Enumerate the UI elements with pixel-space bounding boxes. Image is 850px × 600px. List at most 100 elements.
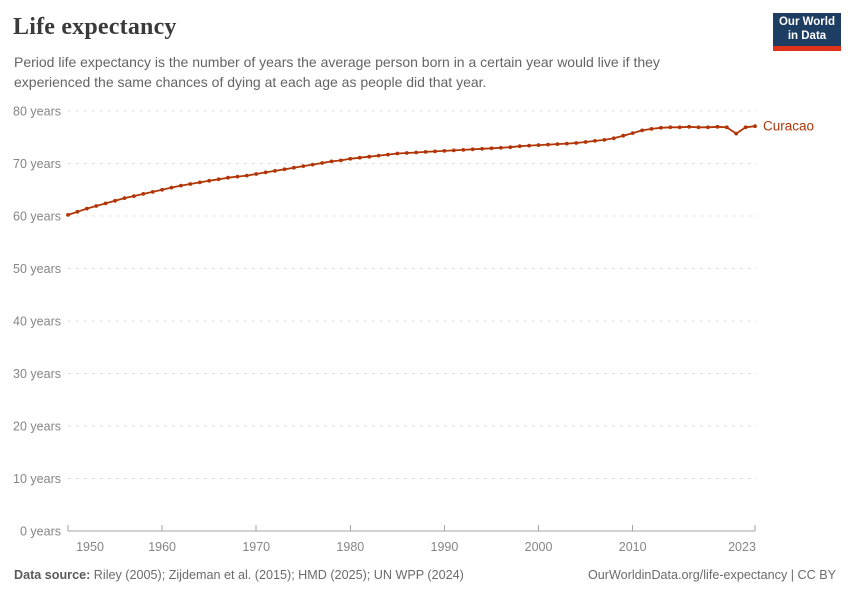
series-end-label: Curacao	[763, 119, 814, 134]
data-source-text: Riley (2005); Zijdeman et al. (2015); HM…	[90, 568, 464, 582]
data-point-1957[interactable]	[132, 194, 136, 199]
data-point-1992[interactable]	[461, 148, 466, 152]
data-point-1994[interactable]	[480, 146, 484, 151]
data-point-2022[interactable]	[743, 125, 748, 130]
data-point-1979[interactable]	[339, 158, 343, 163]
data-point-1970[interactable]	[254, 172, 259, 176]
data-point-1960[interactable]	[160, 187, 165, 192]
x-tick-label-2010: 2010	[619, 540, 647, 554]
owid-logo-line-1: Our World	[778, 16, 835, 28]
data-point-1996[interactable]	[499, 145, 503, 150]
data-point-2003[interactable]	[564, 141, 569, 146]
data-point-2002[interactable]	[555, 142, 560, 147]
page-title: Life expectancy	[13, 14, 177, 40]
data-point-2017[interactable]	[696, 125, 701, 130]
data-point-2000[interactable]	[536, 143, 541, 148]
data-point-1968[interactable]	[235, 174, 240, 179]
data-point-1971[interactable]	[263, 170, 268, 175]
data-point-2018[interactable]	[706, 125, 710, 130]
y-tick-label-20: 20 years	[13, 420, 61, 434]
data-point-1955[interactable]	[113, 198, 117, 203]
data-point-1997[interactable]	[508, 145, 513, 150]
data-point-1983[interactable]	[376, 153, 381, 158]
data-source-label: Data source:	[14, 568, 91, 582]
data-point-1982[interactable]	[367, 154, 372, 159]
data-point-2011[interactable]	[640, 128, 644, 133]
data-point-1951[interactable]	[75, 209, 80, 214]
y-tick-label-70: 70 years	[13, 157, 61, 171]
data-point-1995[interactable]	[489, 146, 494, 151]
data-point-2006[interactable]	[593, 139, 597, 143]
data-point-1958[interactable]	[141, 192, 146, 196]
data-point-2019[interactable]	[715, 124, 720, 129]
data-point-2008[interactable]	[611, 136, 616, 141]
data-point-2010[interactable]	[630, 131, 635, 136]
y-tick-label-60: 60 years	[13, 210, 61, 224]
data-point-1975[interactable]	[301, 164, 306, 169]
data-point-2021[interactable]	[734, 131, 739, 136]
data-point-1966[interactable]	[216, 177, 221, 182]
y-tick-label-30: 30 years	[13, 367, 61, 381]
y-tick-label-0: 0 years	[20, 525, 61, 539]
x-tick-label-1960: 1960	[148, 540, 176, 554]
data-point-2001[interactable]	[546, 142, 550, 147]
data-point-1952[interactable]	[84, 206, 89, 211]
data-source-note: Data source: Riley (2005); Zijdeman et a…	[14, 568, 464, 582]
data-point-1978[interactable]	[329, 159, 334, 164]
y-tick-label-40: 40 years	[13, 315, 61, 329]
subtitle-line-2: experienced the same chances of dying at…	[14, 73, 487, 90]
chart-subtitle: Period life expectancy is the number of …	[14, 53, 660, 93]
data-point-1964[interactable]	[197, 180, 202, 185]
data-point-1993[interactable]	[470, 147, 475, 152]
data-point-1985[interactable]	[395, 151, 400, 156]
data-point-1999[interactable]	[527, 143, 531, 148]
data-point-2013[interactable]	[659, 125, 663, 130]
data-point-1981[interactable]	[357, 155, 362, 160]
data-point-2005[interactable]	[583, 140, 588, 144]
data-point-1980[interactable]	[348, 156, 353, 161]
data-point-1956[interactable]	[122, 196, 127, 201]
data-point-1962[interactable]	[179, 183, 183, 188]
data-point-2009[interactable]	[621, 133, 626, 138]
x-tick-label-1970: 1970	[242, 540, 270, 554]
owid-url-link[interactable]: OurWorldinData.org/life-expectancy | CC …	[587, 568, 836, 582]
data-point-1965[interactable]	[207, 178, 212, 183]
owid-logo-line-2: in Data	[787, 29, 827, 42]
data-point-1961[interactable]	[169, 185, 174, 190]
data-point-2023[interactable]	[753, 124, 757, 129]
data-point-1984[interactable]	[386, 152, 390, 157]
data-point-1990[interactable]	[442, 149, 447, 153]
data-point-1976[interactable]	[310, 162, 315, 167]
data-point-2012[interactable]	[649, 126, 654, 131]
y-tick-label-50: 50 years	[13, 262, 61, 276]
data-point-1977[interactable]	[320, 161, 324, 165]
data-point-1973[interactable]	[282, 167, 287, 172]
data-point-1974[interactable]	[292, 165, 296, 170]
data-point-1963[interactable]	[188, 182, 193, 186]
series-line-curacao[interactable]	[67, 125, 756, 216]
y-tick-label-80: 80 years	[13, 105, 61, 119]
data-point-1950[interactable]	[66, 213, 70, 217]
data-point-1989[interactable]	[433, 149, 437, 154]
data-point-2016[interactable]	[687, 124, 691, 129]
x-tick-label-2023: 2023	[728, 540, 756, 554]
owid-logo[interactable]: Our World in Data	[773, 13, 841, 51]
data-point-1959[interactable]	[150, 190, 155, 194]
data-point-1988[interactable]	[423, 150, 428, 154]
data-point-2015[interactable]	[677, 125, 682, 130]
data-point-1967[interactable]	[226, 175, 230, 180]
data-point-2007[interactable]	[602, 138, 607, 142]
data-point-2004[interactable]	[574, 141, 579, 145]
data-point-1954[interactable]	[103, 201, 108, 206]
data-point-1969[interactable]	[244, 173, 249, 178]
data-point-1972[interactable]	[273, 169, 277, 173]
data-point-1998[interactable]	[517, 144, 522, 149]
data-point-2014[interactable]	[668, 125, 673, 130]
data-point-1953[interactable]	[94, 204, 99, 208]
data-point-2020[interactable]	[724, 125, 729, 130]
data-point-1986[interactable]	[404, 151, 409, 155]
data-point-1991[interactable]	[451, 148, 456, 153]
data-point-1987[interactable]	[414, 150, 419, 155]
